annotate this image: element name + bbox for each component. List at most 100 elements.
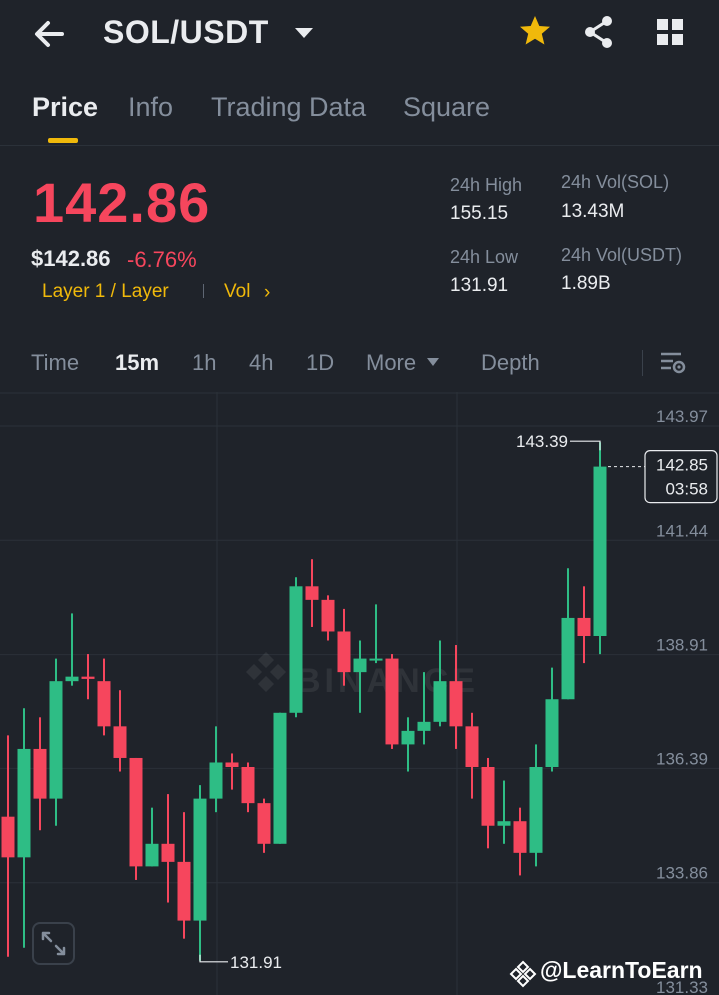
candle-body	[401, 730, 415, 745]
candle	[529, 744, 543, 867]
candle-body	[113, 726, 127, 758]
current-price-label: 142.85	[656, 456, 708, 475]
candle	[497, 780, 511, 844]
vol-usdt-label: 24h Vol(USDT)	[561, 245, 683, 265]
expand-chart-button[interactable]	[32, 922, 75, 965]
high-value: 155.15	[450, 203, 509, 224]
candle	[417, 672, 431, 745]
candle	[177, 812, 191, 939]
candle-body	[433, 681, 447, 722]
candle-body	[81, 676, 95, 679]
low-marker-label: 131.91	[230, 953, 282, 972]
timeframe-depth[interactable]: Depth	[481, 350, 540, 375]
share-icon[interactable]	[582, 14, 616, 50]
candle	[577, 586, 591, 664]
candle-body	[577, 617, 591, 636]
high-label: 24h High	[450, 175, 523, 195]
candles	[1, 442, 607, 961]
candle	[433, 640, 447, 727]
candle-body	[353, 658, 367, 673]
candle	[545, 667, 559, 772]
candle	[593, 442, 607, 655]
high-marker-label: 143.39	[516, 432, 568, 451]
candle-body	[241, 767, 255, 804]
candle-body	[49, 681, 63, 799]
candle	[209, 726, 223, 813]
candle	[513, 807, 527, 876]
candle-body	[305, 586, 319, 600]
candle	[273, 712, 287, 844]
timeframe-1h[interactable]: 1h	[192, 350, 217, 375]
candle-body	[273, 712, 287, 844]
vol-sol-value: 13.43M	[561, 201, 625, 222]
candle-body	[225, 762, 239, 768]
candle-body	[449, 681, 463, 727]
y-tick-label: 141.44	[656, 521, 708, 540]
back-arrow-icon[interactable]	[30, 14, 70, 54]
timeframe-15m[interactable]: 15m	[115, 350, 160, 375]
vol-tag[interactable]: Vol	[224, 281, 251, 302]
y-tick-label: 131.33	[656, 978, 708, 995]
vol-usdt-value: 1.89B	[561, 273, 611, 294]
candle-body	[97, 681, 111, 727]
candle	[225, 753, 239, 790]
timeframe-1d[interactable]: 1D	[306, 350, 335, 375]
candle-body	[33, 748, 47, 799]
watermark-handle: @LearnToEarn	[540, 957, 703, 983]
candle-body	[177, 861, 191, 921]
candle	[97, 658, 111, 736]
candle	[161, 794, 175, 903]
candle	[81, 654, 95, 700]
candle	[33, 717, 47, 831]
countdown-label: 03:58	[665, 480, 708, 499]
candle	[465, 712, 479, 799]
binance-logo-icon	[509, 960, 537, 988]
vol-sol-label: 24h Vol(SOL)	[561, 172, 670, 192]
divider	[0, 145, 719, 146]
candle-body	[337, 631, 351, 673]
timeframe-more[interactable]: More	[366, 350, 417, 375]
more-caret-icon[interactable]	[426, 356, 440, 368]
y-tick-label: 138.91	[656, 636, 708, 655]
expand-arrows-icon	[41, 931, 66, 956]
candle	[561, 568, 575, 700]
candle-body	[289, 586, 303, 713]
candle-body	[129, 757, 143, 867]
tab-square[interactable]: Square	[403, 92, 491, 122]
candle	[369, 604, 383, 664]
low-value: 131.91	[450, 275, 509, 296]
tag-divider	[203, 284, 204, 298]
candle-body	[513, 821, 527, 853]
star-icon[interactable]	[518, 14, 552, 48]
candle-body	[193, 798, 207, 921]
main-tabs: Price Info Trading Data Square	[0, 84, 719, 144]
candle-body	[497, 821, 511, 826]
candle-body	[529, 767, 543, 853]
tab-trading-data[interactable]: Trading Data	[211, 92, 367, 122]
candle-body	[1, 816, 15, 858]
chart-settings-icon[interactable]	[660, 350, 686, 376]
candle	[49, 658, 63, 826]
candle-body	[17, 748, 31, 858]
candlestick-chart[interactable]: BINANCE 143.97141.44138.91136.39133.8613…	[0, 392, 719, 995]
pair-title[interactable]: SOL/USDT	[103, 14, 269, 50]
candle	[1, 735, 15, 957]
grid-menu-icon[interactable]	[655, 17, 685, 47]
candle	[401, 717, 415, 772]
candle	[145, 807, 159, 867]
candle-body	[145, 843, 159, 867]
candle	[257, 798, 271, 853]
tab-price[interactable]: Price	[32, 92, 99, 122]
chevron-right-icon[interactable]: ›	[264, 282, 271, 303]
caret-down-icon[interactable]	[293, 22, 315, 44]
category-tag[interactable]: Layer 1 / Layer	[42, 281, 169, 302]
timeframe-4h[interactable]: 4h	[249, 350, 274, 375]
candle-body	[385, 658, 399, 745]
last-price: 142.86	[33, 171, 211, 234]
timeframe-time[interactable]: Time	[31, 350, 80, 375]
candle	[321, 595, 335, 641]
tab-info[interactable]: Info	[128, 92, 174, 122]
candle-body	[65, 676, 79, 682]
y-tick-label: 133.86	[656, 864, 708, 883]
candle	[241, 762, 255, 813]
